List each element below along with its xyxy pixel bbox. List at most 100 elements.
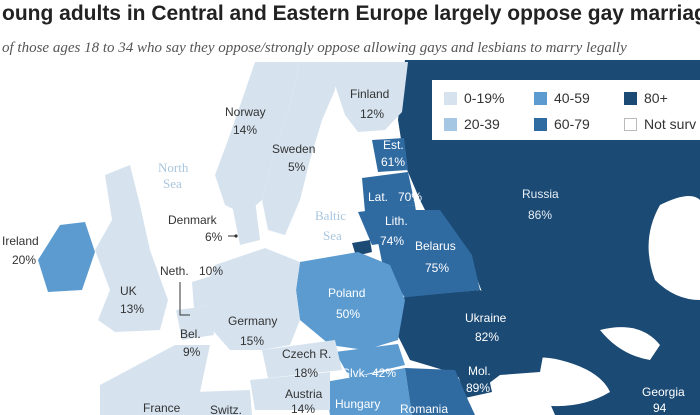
svg-text:14%: 14%: [233, 123, 257, 137]
country-poland[interactable]: [296, 252, 405, 350]
svg-text:14%: 14%: [291, 402, 315, 415]
legend-swatch-20-39: [444, 117, 457, 131]
label-france: France: [143, 401, 181, 415]
svg-text:13%: 13%: [120, 302, 144, 316]
sea-label-baltic-1: Baltic: [315, 208, 346, 223]
label-moldova: Mol. 89%: [466, 364, 491, 395]
leader-line-netherlands: [179, 282, 190, 316]
svg-text:Denmark: Denmark: [168, 213, 218, 227]
svg-text:9%: 9%: [183, 345, 201, 359]
svg-text:Austria: Austria: [285, 387, 323, 401]
svg-text:Slvk.: Slvk.: [342, 366, 368, 380]
label-georgia: Georgia 94: [642, 385, 685, 415]
legend-label-0-19: 0-19%: [464, 90, 505, 106]
country-ukraine[interactable]: [395, 290, 545, 390]
country-czech[interactable]: [262, 340, 342, 378]
country-moldova[interactable]: [455, 360, 492, 398]
legend-swatch-0-19: [444, 91, 457, 105]
svg-text:Belarus: Belarus: [415, 239, 456, 253]
svg-text:75%: 75%: [425, 261, 449, 275]
svg-text:France: France: [143, 401, 181, 415]
country-russia[interactable]: [398, 60, 700, 415]
label-switzerland: Switz.: [210, 403, 242, 415]
legend-item-80plus: 80+: [624, 90, 668, 106]
svg-text:5%: 5%: [288, 160, 306, 174]
country-slovakia[interactable]: [335, 344, 405, 378]
country-hungary[interactable]: [325, 368, 412, 415]
svg-text:10%: 10%: [199, 264, 223, 278]
country-netherlands[interactable]: [192, 275, 216, 308]
legend-item-40-59: 40-59: [534, 90, 590, 106]
legend-item-not-surveyed: Not surv: [624, 116, 696, 132]
country-austria[interactable]: [250, 372, 330, 410]
country-romania[interactable]: [405, 368, 475, 415]
svg-text:Germany: Germany: [228, 314, 277, 328]
svg-text:Mol.: Mol.: [468, 364, 491, 378]
country-switzerland[interactable]: [195, 390, 252, 415]
country-latvia[interactable]: [362, 172, 415, 212]
sea-label-north-1: North: [158, 160, 189, 175]
legend-label-60-79: 60-79: [554, 116, 590, 132]
svg-text:74%: 74%: [380, 234, 404, 248]
svg-text:Switz.: Switz.: [210, 403, 242, 415]
svg-text:Norway: Norway: [225, 105, 266, 119]
region-not-surveyed-east: [648, 196, 700, 300]
legend: 0-19% 40-59 80+ 20-39 60-79 Not surv: [432, 80, 700, 140]
country-estonia[interactable]: [372, 138, 408, 172]
svg-text:89%: 89%: [466, 381, 490, 395]
label-denmark: Denmark 6%: [168, 213, 223, 244]
country-ireland[interactable]: [38, 222, 95, 292]
country-france[interactable]: [100, 345, 210, 415]
svg-text:Lith.: Lith.: [385, 214, 408, 228]
chart-title: oung adults in Central and Eastern Europ…: [2, 2, 700, 25]
legend-swatch-60-79: [534, 117, 547, 131]
legend-swatch-not-surveyed: [624, 117, 637, 131]
legend-label-80plus: 80+: [644, 90, 668, 106]
caspian-area: [600, 327, 660, 360]
sea-label-baltic-2: Sea: [323, 228, 342, 243]
legend-label-40-59: 40-59: [554, 90, 590, 106]
svg-text:42%: 42%: [372, 366, 396, 380]
country-finland[interactable]: [335, 62, 408, 132]
svg-text:Finland: Finland: [350, 87, 389, 101]
legend-swatch-40-59: [534, 91, 547, 105]
svg-text:Bel.: Bel.: [180, 327, 201, 341]
label-ukraine: Ukraine 82%: [465, 311, 507, 344]
label-slovakia: Slvk. 42%: [342, 366, 396, 380]
sea-label-north-2: Sea: [163, 176, 182, 191]
country-denmark[interactable]: [232, 200, 260, 245]
svg-text:Hungary: Hungary: [335, 397, 380, 411]
svg-text:Czech R.: Czech R.: [282, 347, 331, 361]
legend-item-60-79: 60-79: [534, 116, 590, 132]
svg-text:Sweden: Sweden: [272, 142, 315, 156]
country-norway[interactable]: [215, 62, 300, 215]
svg-text:Georgia: Georgia: [642, 385, 685, 399]
svg-text:12%: 12%: [360, 107, 384, 121]
country-sweden[interactable]: [262, 62, 338, 235]
svg-text:Romania: Romania: [400, 402, 448, 415]
label-uk: UK 13%: [120, 284, 144, 316]
country-belarus[interactable]: [378, 210, 480, 298]
label-ireland: Ireland 20%: [2, 234, 39, 267]
label-romania: Romania: [400, 402, 448, 415]
label-czech: Czech R. 18%: [282, 347, 331, 380]
label-poland: Poland 50%: [328, 286, 365, 321]
legend-label-not-surveyed: Not surv: [644, 116, 697, 132]
label-hungary: Hungary: [335, 397, 380, 411]
label-netherlands: Neth. 10%: [160, 264, 223, 278]
svg-text:Neth.: Neth.: [160, 264, 189, 278]
chart-subtitle: of those ages 18 to 34 who say they oppo…: [2, 40, 627, 56]
country-germany[interactable]: [205, 248, 300, 350]
country-uk[interactable]: [95, 165, 168, 332]
svg-text:Est.: Est.: [383, 138, 404, 152]
svg-text:20%: 20%: [12, 253, 36, 267]
label-estonia: Est. 61%: [381, 138, 405, 169]
label-russia: Russia 86%: [522, 187, 559, 222]
svg-text:50%: 50%: [336, 307, 360, 321]
svg-text:94: 94: [653, 401, 667, 415]
label-finland: Finland 12%: [350, 87, 389, 121]
svg-text:70%: 70%: [398, 190, 422, 204]
legend-item-20-39: 20-39: [444, 116, 500, 132]
legend-swatch-80plus: [624, 91, 637, 105]
